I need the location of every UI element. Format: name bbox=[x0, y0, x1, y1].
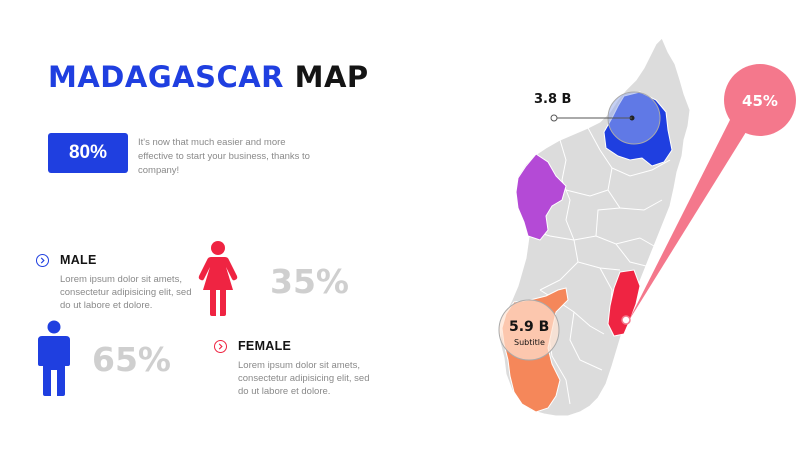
purple-region bbox=[515, 153, 567, 241]
male-chevron-icon bbox=[36, 254, 49, 267]
pointer-45-anchor bbox=[621, 315, 631, 325]
female-description: Lorem ipsum dolor sit amets, consectetur… bbox=[238, 360, 370, 397]
south-marker-circle bbox=[498, 299, 560, 361]
female-person-icon bbox=[198, 241, 238, 316]
red-region bbox=[607, 269, 641, 337]
female-label: FEMALE bbox=[238, 339, 292, 353]
male-description: Lorem ipsum dolor sit amets, consectetur… bbox=[60, 274, 192, 311]
region-borders bbox=[529, 127, 671, 405]
pointer-45 bbox=[628, 108, 756, 322]
stat-badge: 80% bbox=[48, 133, 128, 173]
east-callout-value: 45% bbox=[742, 92, 778, 110]
bubble-45 bbox=[724, 64, 796, 136]
north-callout-value: 3.8 B bbox=[534, 92, 572, 107]
male-label: MALE bbox=[60, 253, 97, 267]
female-chevron-icon bbox=[214, 340, 227, 353]
stat-description: It's now that much easier and more effec… bbox=[138, 137, 310, 176]
title-part-1: MADAGASCAR bbox=[48, 60, 285, 94]
male-percent: 65% bbox=[92, 340, 171, 379]
title-part-2: MAP bbox=[294, 60, 369, 94]
north-leader-end bbox=[550, 114, 558, 122]
female-percent: 35% bbox=[270, 262, 349, 301]
page-title: MADAGASCAR MAP bbox=[48, 60, 369, 94]
south-callout-subtitle: Subtitle bbox=[514, 338, 545, 347]
south-callout-value: 5.9 B bbox=[509, 319, 550, 335]
male-person-icon bbox=[38, 320, 70, 396]
